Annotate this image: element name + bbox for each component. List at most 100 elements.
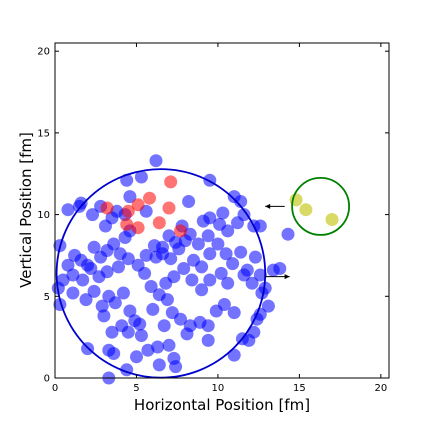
data-point-s0-24 — [84, 262, 98, 275]
data-point-s0-38 — [97, 309, 111, 323]
data-point-s0-17 — [107, 237, 121, 251]
data-point-s0-32 — [87, 284, 101, 298]
data-point-s0-31 — [79, 293, 93, 307]
data-point-s0-127 — [149, 250, 163, 264]
y-tick-label-1: 5 — [44, 292, 50, 303]
data-point-s0-78 — [221, 276, 235, 290]
data-point-s0-66 — [217, 298, 231, 311]
data-point-s2-2 — [325, 213, 339, 226]
data-point-s0-49 — [130, 350, 143, 364]
data-point-s0-121 — [191, 237, 205, 251]
data-point-s1-4 — [164, 175, 178, 189]
data-point-s0-76 — [245, 276, 259, 290]
x-tick-label-1: 5 — [133, 383, 139, 394]
y-axis-label: Vertical Position [fm] — [17, 132, 35, 288]
data-point-s0-52 — [162, 338, 176, 352]
arrow-head-0 — [265, 203, 271, 209]
data-point-s0-118 — [216, 206, 230, 220]
data-point-s0-43 — [134, 329, 148, 342]
data-point-s0-90 — [139, 248, 153, 262]
ticks-layer: 0 5 10 15 20 0 5 10 15 20 — [37, 43, 389, 394]
x-axis-label: Horizontal Position [fm] — [134, 396, 310, 414]
data-point-s2-1 — [299, 203, 313, 217]
data-point-s0-105 — [253, 268, 267, 282]
data-point-s0-30 — [66, 286, 80, 300]
data-point-s0-136 — [182, 195, 196, 208]
data-point-s0-83 — [177, 262, 191, 275]
data-point-s0-64 — [201, 319, 215, 333]
data-point-s1-9 — [174, 224, 187, 238]
x-tick-label-2: 10 — [212, 383, 225, 394]
data-point-s0-117 — [227, 190, 241, 204]
data-point-s0-63 — [201, 333, 215, 347]
data-point-s0-134 — [281, 227, 295, 241]
data-point-s0-101 — [226, 257, 240, 271]
data-point-s0-85 — [159, 276, 173, 290]
data-point-s0-23 — [92, 270, 106, 284]
data-point-s1-0 — [100, 201, 114, 215]
data-point-s0-111 — [221, 224, 235, 238]
data-point-s1-7 — [152, 216, 166, 230]
data-point-s0-129 — [120, 173, 134, 187]
data-point-s0-120 — [196, 214, 210, 228]
data-point-s0-33 — [95, 299, 109, 313]
data-point-s0-82 — [185, 273, 199, 287]
data-point-s0-100 — [219, 247, 233, 261]
data-point-s0-125 — [162, 229, 176, 243]
data-point-s0-67 — [227, 306, 241, 320]
data-point-s0-35 — [108, 296, 122, 310]
data-point-s0-26 — [66, 268, 80, 282]
x-tick-label-0: 0 — [52, 383, 58, 394]
data-point-s0-99 — [211, 237, 225, 251]
data-point-s0-104 — [248, 250, 262, 264]
data-point-s0-126 — [156, 240, 169, 254]
data-point-s0-55 — [152, 358, 166, 372]
data-point-s0-71 — [247, 325, 261, 339]
data-point-s1-5 — [120, 217, 134, 231]
data-point-s0-25 — [76, 273, 90, 287]
data-point-s0-87 — [144, 280, 158, 293]
data-point-s0-115 — [253, 219, 267, 233]
data-point-s0-70 — [227, 348, 241, 362]
data-point-s0-103 — [240, 263, 254, 277]
data-point-s1-2 — [131, 198, 145, 212]
y-tick-label-2: 10 — [37, 210, 50, 221]
data-point-s0-21 — [112, 260, 125, 274]
y-tick-label-0: 0 — [44, 374, 50, 385]
y-tick-label-4: 20 — [37, 47, 50, 58]
data-point-s0-60 — [174, 312, 187, 326]
data-point-s0-14 — [87, 240, 101, 254]
data-point-s0-89 — [131, 258, 145, 272]
data-point-s0-131 — [149, 154, 163, 168]
arrows-layer — [265, 203, 290, 280]
data-point-s0-135 — [123, 190, 137, 204]
data-point-s0-81 — [195, 283, 209, 297]
data-point-s0-10 — [61, 258, 75, 272]
data-point-s1-1 — [121, 204, 135, 218]
y-tick-label-3: 15 — [37, 128, 50, 139]
points-layer — [51, 154, 339, 385]
data-point-s0-20 — [121, 252, 135, 266]
data-point-s0-79 — [214, 266, 228, 280]
data-point-s0-58 — [157, 319, 171, 333]
data-point-s0-106 — [258, 281, 272, 295]
data-point-s0-102 — [234, 245, 248, 259]
data-point-s1-3 — [143, 191, 156, 205]
arrow-1 — [265, 274, 290, 280]
data-point-s0-0 — [61, 203, 75, 217]
data-point-s0-41 — [121, 325, 135, 339]
data-point-s0-2 — [74, 196, 88, 210]
data-point-s0-130 — [134, 170, 148, 184]
data-point-s1-6 — [131, 221, 145, 235]
data-point-s0-137 — [160, 293, 174, 307]
data-point-s0-37 — [123, 304, 137, 318]
data-point-s0-51 — [151, 340, 165, 354]
arrow-0 — [265, 203, 285, 209]
data-point-s0-138 — [180, 327, 194, 341]
data-point-s0-3 — [86, 208, 99, 222]
arrow-head-1 — [284, 274, 290, 280]
region-circle-1 — [291, 176, 351, 236]
data-point-s0-109 — [201, 229, 215, 243]
data-point-s0-80 — [203, 273, 217, 287]
